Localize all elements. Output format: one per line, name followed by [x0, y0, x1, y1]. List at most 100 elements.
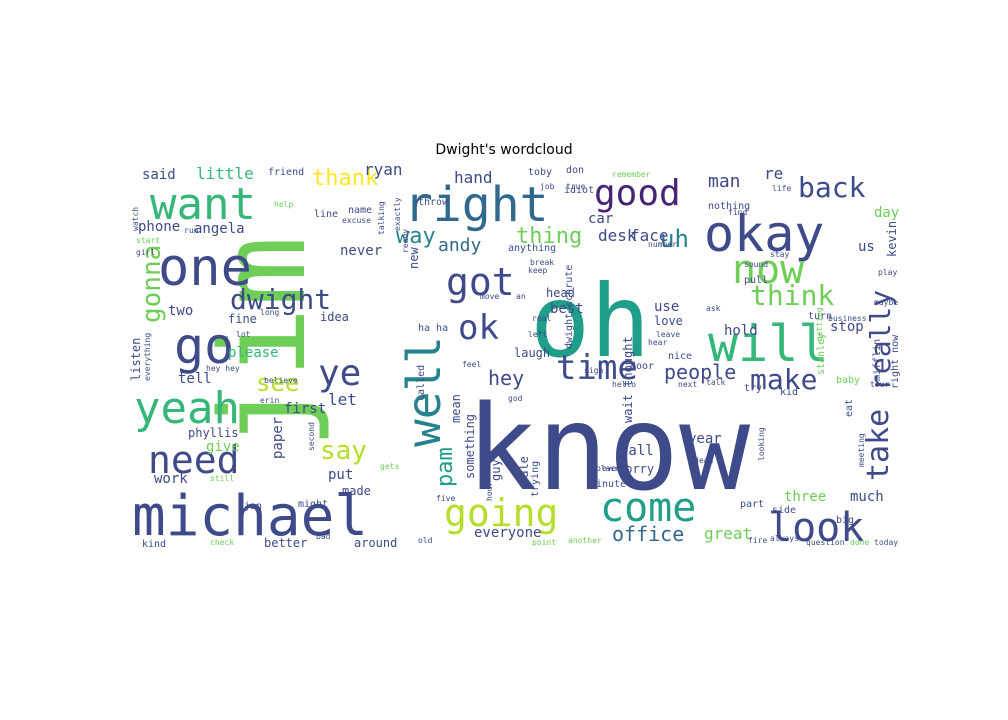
- word-toby: toby: [528, 167, 552, 178]
- word-number: number: [648, 240, 677, 249]
- word-way: way: [396, 224, 436, 249]
- word-ha-ha: ha ha: [418, 323, 448, 334]
- word-business: business: [828, 314, 867, 323]
- word-today: today: [874, 538, 898, 547]
- word-mean: mean: [449, 394, 463, 423]
- word-never: never: [340, 243, 382, 259]
- word-need: need: [148, 438, 240, 482]
- word-ok: ok: [458, 308, 499, 348]
- word-back: back: [798, 171, 866, 204]
- word-sorry: sorry: [618, 462, 654, 476]
- word-hey: hey: [488, 366, 524, 390]
- word-true: true: [566, 182, 585, 191]
- word-sale: sale: [517, 456, 531, 485]
- word-kind: kind: [142, 539, 166, 549]
- word-kevin: kevin: [885, 221, 899, 257]
- word-andy: andy: [438, 235, 482, 256]
- word-please: please: [228, 345, 279, 361]
- word-find: find: [728, 208, 747, 217]
- word-make: make: [750, 363, 817, 396]
- word-phone: phone: [138, 219, 180, 235]
- word-sigh: sigh: [584, 366, 603, 375]
- word-right: right: [404, 177, 549, 233]
- word-nice: nice: [668, 351, 692, 362]
- word-let: let: [328, 390, 357, 409]
- word-something: something: [463, 414, 477, 479]
- word-michael: michael: [132, 484, 368, 549]
- word-see: see: [256, 369, 299, 397]
- word-door: door: [630, 361, 654, 372]
- word-everyone: everyone: [474, 525, 541, 541]
- word-don: don: [566, 165, 584, 176]
- word-trying: trying: [530, 461, 541, 497]
- word-looking: looking: [757, 427, 766, 461]
- word-sound: sound: [744, 260, 768, 269]
- word-people: people: [664, 360, 736, 384]
- word-lot: lot: [236, 330, 251, 339]
- word-baby: baby: [836, 375, 860, 386]
- word-line: line: [314, 209, 338, 220]
- word-exactly: exactly: [393, 197, 402, 231]
- word-turn: turn: [808, 311, 832, 322]
- word-play: play: [878, 268, 897, 277]
- word-help: help: [274, 200, 293, 209]
- word-put: put: [328, 467, 353, 483]
- word-big: big: [836, 515, 854, 526]
- word-another: another: [568, 536, 602, 545]
- word-now: now: [732, 247, 805, 293]
- word-stanley: stanley: [816, 333, 827, 375]
- word-jan: jan: [244, 501, 262, 512]
- word-listen: listen: [129, 338, 143, 381]
- word-tell: tell: [178, 371, 212, 387]
- wordcloud-background: [128, 161, 904, 549]
- word-take: take: [861, 409, 896, 481]
- word-much: much: [850, 489, 884, 505]
- word-kid: kid: [780, 387, 798, 398]
- word-year: year: [688, 431, 722, 447]
- word-thing: thing: [516, 224, 582, 249]
- chart-title: Dwight's wordcloud: [435, 142, 573, 158]
- word-car: car: [588, 211, 613, 227]
- word-long: long: [260, 308, 279, 317]
- word-excuse: excuse: [342, 216, 371, 225]
- word-fine: fine: [228, 312, 257, 326]
- word-part: part: [740, 499, 764, 510]
- word-fire: fire: [748, 536, 767, 545]
- word-hold: hold: [724, 323, 758, 339]
- word-good: good: [594, 173, 681, 214]
- word-stay: stay: [770, 250, 789, 259]
- word-eat: eat: [844, 399, 855, 417]
- word-work: work: [154, 471, 188, 487]
- word-thank: thank: [312, 166, 378, 191]
- word-anything: anything: [508, 243, 556, 254]
- word-nothing: nothing: [708, 201, 750, 212]
- word-job: job: [540, 182, 555, 191]
- word-next: next: [678, 380, 697, 389]
- word-place: place: [596, 464, 620, 473]
- word-move: move: [480, 292, 499, 301]
- word-will: will: [708, 315, 828, 373]
- word-man: man: [708, 171, 741, 192]
- word-maybe: maybe: [874, 298, 898, 307]
- word-start: start: [136, 236, 160, 245]
- word-minute: minute: [590, 479, 626, 490]
- word-first: first: [284, 401, 326, 417]
- word-side: side: [772, 505, 796, 516]
- wordcloud-area: know jim oh michael okay one right want go yeah wi…: [128, 161, 904, 549]
- word-friend: friend: [268, 167, 304, 178]
- word-tour: tour: [870, 380, 889, 389]
- word-got: got: [446, 260, 515, 304]
- word-leave: leave: [656, 330, 680, 339]
- word-might: might: [298, 499, 328, 510]
- word-hello: hello: [612, 380, 636, 389]
- word-break: break: [530, 258, 554, 267]
- word-keep: keep: [528, 266, 547, 275]
- word-new: new: [407, 247, 421, 269]
- word-five: five: [436, 494, 455, 503]
- word-remember: remember: [612, 170, 651, 179]
- word-day: day: [874, 205, 899, 221]
- word-left: left: [528, 330, 547, 339]
- word-phyllis: phyllis: [188, 426, 239, 440]
